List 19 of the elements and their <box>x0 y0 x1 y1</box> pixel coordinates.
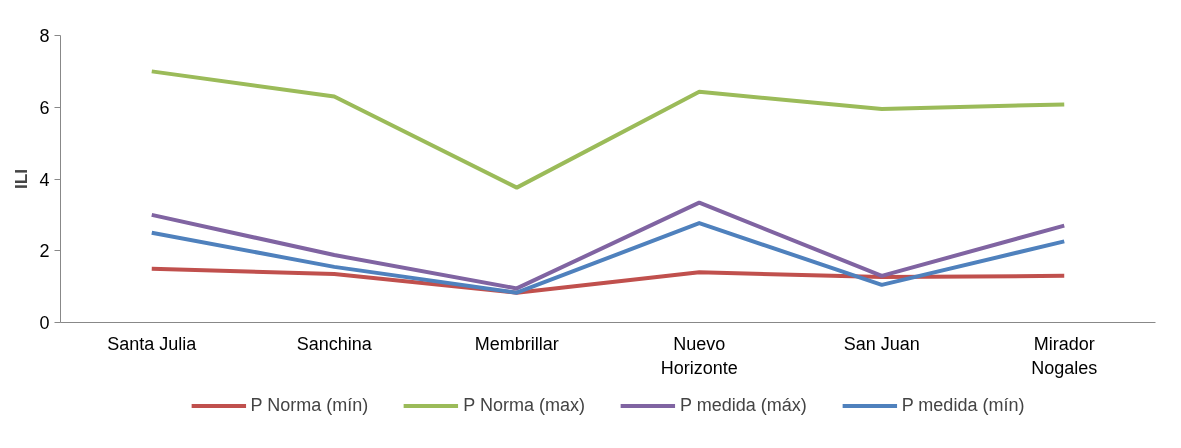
y-tick-label: 8 <box>39 26 50 46</box>
y-axis-title: ILI <box>11 168 32 190</box>
y-tick-label: 2 <box>39 241 50 262</box>
line-series <box>149 69 1067 190</box>
legend-label: P Norma (mín) <box>250 394 369 416</box>
legend-label: P medida (máx) <box>679 394 807 416</box>
line-series <box>149 200 1067 291</box>
y-tick-label: 6 <box>39 97 50 118</box>
x-tick-label: Mirador Nogales <box>1031 333 1098 378</box>
x-tick-label: Nuevo Horizonte <box>660 333 738 378</box>
x-tick-label: Membrillar <box>474 333 559 354</box>
y-tick-label: 4 <box>39 169 50 190</box>
line-series <box>149 221 1067 295</box>
legend-label: P medida (mín) <box>901 394 1025 416</box>
x-tick-label: Sanchina <box>296 333 373 354</box>
x-tick-label: San Juan <box>843 333 920 354</box>
x-tick-label: Santa Julia <box>107 333 198 354</box>
legend-label: P Norma (max) <box>463 394 585 416</box>
y-tick-label: 0 <box>39 313 50 333</box>
